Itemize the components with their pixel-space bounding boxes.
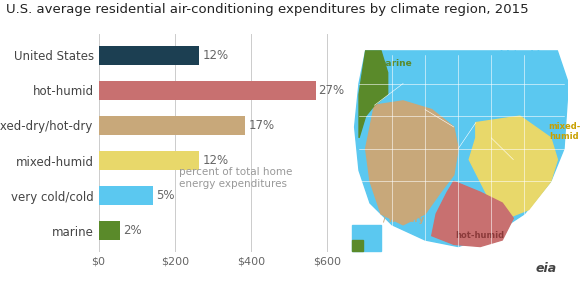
Polygon shape bbox=[365, 101, 458, 225]
Polygon shape bbox=[354, 51, 568, 247]
Text: hot-humid: hot-humid bbox=[456, 231, 505, 240]
Bar bbox=[99, 151, 200, 170]
Text: marine: marine bbox=[376, 59, 412, 68]
Text: percent of total home
energy expenditures: percent of total home energy expenditure… bbox=[179, 167, 292, 189]
Text: mixed-
humid: mixed- humid bbox=[548, 122, 580, 141]
Text: U.S. average residential air-conditioning expenditures by climate region, 2015: U.S. average residential air-conditionin… bbox=[6, 3, 528, 16]
Polygon shape bbox=[353, 240, 364, 251]
Text: 2%: 2% bbox=[124, 224, 142, 237]
Polygon shape bbox=[353, 225, 381, 251]
Polygon shape bbox=[432, 181, 513, 247]
Text: 5%: 5% bbox=[155, 189, 174, 202]
Text: very cold / cold: very cold / cold bbox=[463, 50, 539, 59]
Polygon shape bbox=[359, 51, 387, 138]
Text: 12%: 12% bbox=[202, 154, 229, 167]
Bar bbox=[99, 81, 316, 100]
Bar bbox=[99, 186, 153, 205]
Text: 17%: 17% bbox=[248, 119, 274, 132]
Bar bbox=[99, 221, 120, 240]
Bar bbox=[99, 46, 200, 65]
Text: 27%: 27% bbox=[318, 84, 345, 97]
Text: 12%: 12% bbox=[202, 49, 229, 62]
Text: eia: eia bbox=[536, 262, 557, 275]
Bar bbox=[99, 116, 245, 135]
Text: mixed-dry
/ hot-dry: mixed-dry / hot-dry bbox=[379, 204, 427, 224]
Polygon shape bbox=[469, 116, 557, 218]
